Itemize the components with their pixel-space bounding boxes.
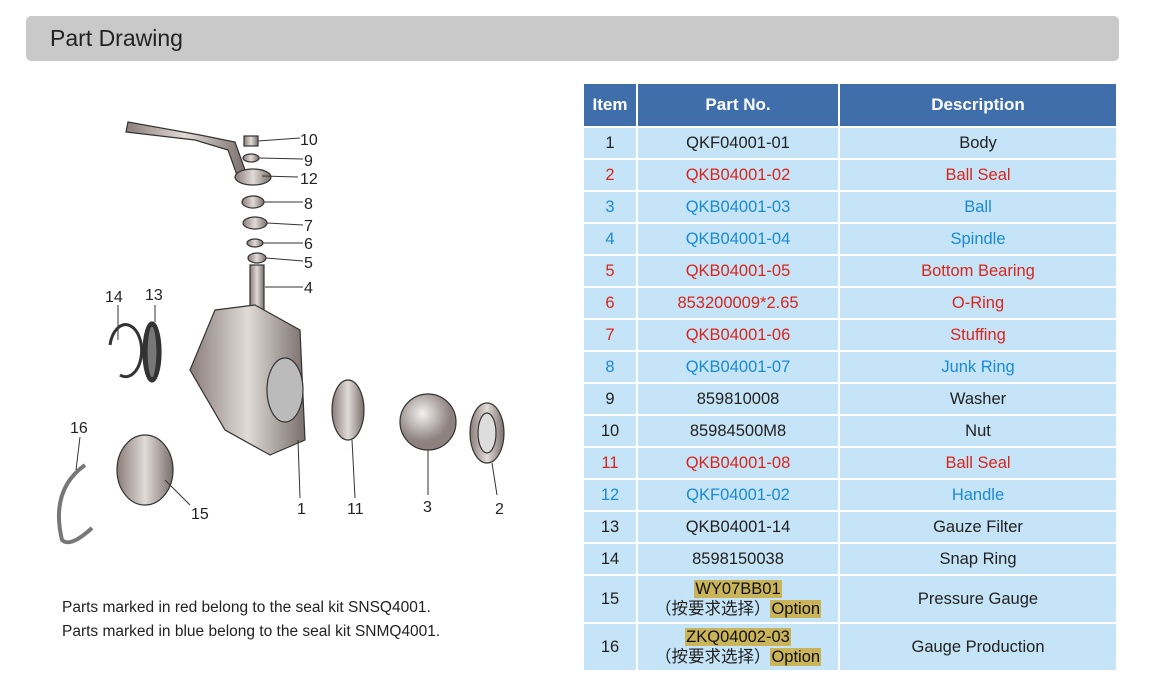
seal-kit-notes: Parts marked in red belong to the seal k… bbox=[62, 596, 440, 644]
handle bbox=[125, 121, 246, 180]
part-number: ZKQ04002-03 bbox=[685, 628, 791, 646]
cell-desc: Ball Seal bbox=[840, 448, 1116, 478]
note-red-kit: Parts marked in red belong to the seal k… bbox=[62, 599, 431, 616]
table-row: 7 QKB04001-06 Stuffing bbox=[584, 320, 1116, 350]
cell-part: WY07BB01 （按要求选择）Option bbox=[638, 576, 838, 622]
cell-desc: Bottom Bearing bbox=[840, 256, 1116, 286]
cell-desc: Handle bbox=[840, 480, 1116, 510]
cell-desc: Spindle bbox=[840, 224, 1116, 254]
callout-14: 14 bbox=[105, 289, 123, 306]
callout-7: 7 bbox=[304, 218, 313, 235]
cell-item: 10 bbox=[584, 416, 636, 446]
table-row: 8 QKB04001-07 Junk Ring bbox=[584, 352, 1116, 382]
cell-item: 8 bbox=[584, 352, 636, 382]
cell-part: ZKQ04002-03 （按要求选择）Option bbox=[638, 624, 838, 670]
callout-1: 1 bbox=[297, 501, 306, 518]
cell-item: 14 bbox=[584, 544, 636, 574]
section-title: Part Drawing bbox=[50, 25, 183, 51]
callout-16: 16 bbox=[70, 420, 88, 437]
callout-8: 8 bbox=[304, 196, 313, 213]
cell-desc: O-Ring bbox=[840, 288, 1116, 318]
table-row: 3 QKB04001-03 Ball bbox=[584, 192, 1116, 222]
cell-part: QKB04001-08 bbox=[638, 448, 838, 478]
cell-item: 6 bbox=[584, 288, 636, 318]
table-row: 15 WY07BB01 （按要求选择）Option Pressure Gauge bbox=[584, 576, 1116, 622]
callout-9: 9 bbox=[304, 153, 313, 170]
header-description: Description bbox=[840, 84, 1116, 126]
cell-part: 8598150038 bbox=[638, 544, 838, 574]
table-row: 4 QKB04001-04 Spindle bbox=[584, 224, 1116, 254]
cell-part: QKB04001-03 bbox=[638, 192, 838, 222]
cell-desc: Gauge Production bbox=[840, 624, 1116, 670]
cell-part: 859810008 bbox=[638, 384, 838, 414]
table-row: 9 859810008 Washer bbox=[584, 384, 1116, 414]
cell-desc: Gauze Filter bbox=[840, 512, 1116, 542]
cell-item: 2 bbox=[584, 160, 636, 190]
table-row: 13 QKB04001-14 Gauze Filter bbox=[584, 512, 1116, 542]
option-tag: Option bbox=[770, 648, 822, 666]
parts-table: Item Part No. Description 1 QKF04001-01 Bo… bbox=[582, 82, 1118, 672]
cell-desc: Washer bbox=[840, 384, 1116, 414]
cell-item: 11 bbox=[584, 448, 636, 478]
cell-desc: Junk Ring bbox=[840, 352, 1116, 382]
table-row: 16 ZKQ04002-03 （按要求选择）Option Gauge Produc… bbox=[584, 624, 1116, 670]
cell-desc: Ball Seal bbox=[840, 160, 1116, 190]
cell-part: QKB04001-05 bbox=[638, 256, 838, 286]
cell-part: QKB04001-07 bbox=[638, 352, 838, 382]
table-row: 2 QKB04001-02 Ball Seal bbox=[584, 160, 1116, 190]
cell-item: 5 bbox=[584, 256, 636, 286]
callout-5: 5 bbox=[304, 255, 313, 272]
cell-item: 16 bbox=[584, 624, 636, 670]
table-row: 11 QKB04001-08 Ball Seal bbox=[584, 448, 1116, 478]
header-part-no: Part No. bbox=[638, 84, 838, 126]
cell-item: 7 bbox=[584, 320, 636, 350]
table-row: 1 QKF04001-01 Body bbox=[584, 128, 1116, 158]
cell-part: 85984500M8 bbox=[638, 416, 838, 446]
option-tag: Option bbox=[770, 600, 822, 618]
cell-desc: Pressure Gauge bbox=[840, 576, 1116, 622]
cell-desc: Snap Ring bbox=[840, 544, 1116, 574]
cell-part: QKB04001-14 bbox=[638, 512, 838, 542]
table-row: 10 85984500M8 Nut bbox=[584, 416, 1116, 446]
cell-item: 4 bbox=[584, 224, 636, 254]
cell-item: 12 bbox=[584, 480, 636, 510]
table-row: 5 QKB04001-05 Bottom Bearing bbox=[584, 256, 1116, 286]
section-header: Part Drawing bbox=[26, 16, 1119, 61]
cell-item: 9 bbox=[584, 384, 636, 414]
callout-11: 11 bbox=[347, 501, 364, 518]
callout-10: 10 bbox=[300, 132, 318, 149]
cell-desc: Stuffing bbox=[840, 320, 1116, 350]
cell-part: QKF04001-02 bbox=[638, 480, 838, 510]
note-blue-kit: Parts marked in blue belong to the seal … bbox=[62, 623, 441, 640]
cell-item: 3 bbox=[584, 192, 636, 222]
cell-part: QKB04001-02 bbox=[638, 160, 838, 190]
callout-6: 6 bbox=[304, 236, 313, 253]
part-number: WY07BB01 bbox=[694, 580, 782, 598]
callout-13: 13 bbox=[145, 287, 163, 304]
exploded-part-drawing: 10 9 12 8 7 6 5 4 14 13 16 15 1 11 3 2 bbox=[57, 121, 505, 545]
selection-note: （按要求选择） bbox=[654, 648, 771, 666]
callout-4: 4 bbox=[304, 280, 313, 297]
cell-item: 1 bbox=[584, 128, 636, 158]
cell-part: QKF04001-01 bbox=[638, 128, 838, 158]
selection-note: （按要求选择） bbox=[654, 600, 771, 618]
cell-part: QKB04001-04 bbox=[638, 224, 838, 254]
table-row: 6 853200009*2.65 O-Ring bbox=[584, 288, 1116, 318]
table-row: 14 8598150038 Snap Ring bbox=[584, 544, 1116, 574]
cell-part: QKB04001-06 bbox=[638, 320, 838, 350]
cell-desc: Body bbox=[840, 128, 1116, 158]
callout-3: 3 bbox=[423, 499, 432, 516]
callout-2: 2 bbox=[495, 501, 504, 518]
callout-15: 15 bbox=[191, 506, 209, 523]
cell-item: 15 bbox=[584, 576, 636, 622]
cell-desc: Ball bbox=[840, 192, 1116, 222]
header-item: Item bbox=[584, 84, 636, 126]
cell-item: 13 bbox=[584, 512, 636, 542]
callout-12: 12 bbox=[300, 171, 318, 188]
cell-part: 853200009*2.65 bbox=[638, 288, 838, 318]
cell-desc: Nut bbox=[840, 416, 1116, 446]
table-row: 12 QKF04001-02 Handle bbox=[584, 480, 1116, 510]
